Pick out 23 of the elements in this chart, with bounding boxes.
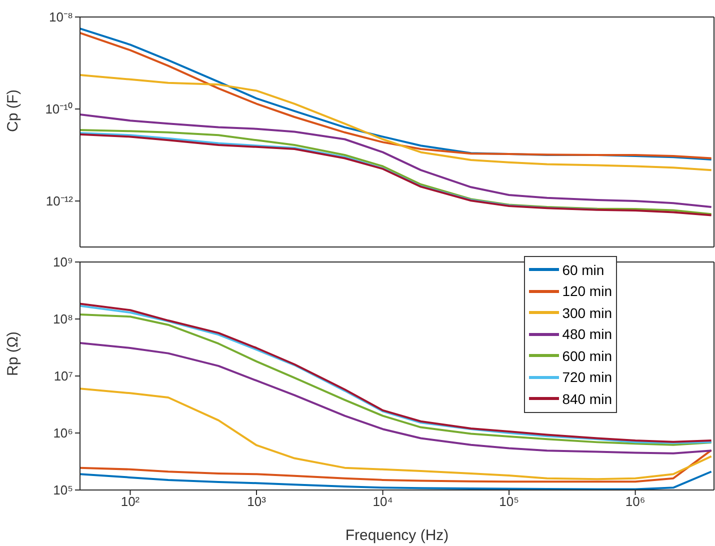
legend-label: 480 min bbox=[562, 326, 612, 342]
y-tick-label: 10⁸ bbox=[53, 312, 73, 327]
y-tick-label: 10⁷ bbox=[54, 368, 74, 384]
y-tick-label: 10⁹ bbox=[52, 254, 73, 270]
x-axis-title: Frequency (Hz) bbox=[345, 527, 449, 544]
legend-label: 720 min bbox=[562, 369, 612, 386]
y-axis-title: Cp (F) bbox=[4, 90, 22, 132]
x-tick-label: 10³ bbox=[247, 494, 267, 510]
legend-label: 840 min bbox=[562, 390, 612, 407]
y-tick-label: 10⁻⁸ bbox=[49, 10, 73, 25]
y-tick-label: 10⁶ bbox=[53, 426, 73, 441]
legend-label: 120 min bbox=[562, 283, 612, 300]
x-tick-label: 10⁶ bbox=[625, 494, 646, 510]
legend-label: 300 min bbox=[562, 304, 612, 321]
y-tick-label: 10⁻¹⁰ bbox=[45, 102, 73, 117]
y-tick-label: 10⁻¹² bbox=[46, 194, 74, 209]
x-tick-label: 10² bbox=[120, 494, 140, 510]
x-tick-label: 10⁴ bbox=[372, 494, 393, 510]
y-tick-label: 10⁵ bbox=[53, 482, 73, 498]
y-axis-title: Rp (Ω) bbox=[4, 331, 22, 376]
legend-label: 60 min bbox=[562, 262, 604, 278]
x-tick-label: 10⁵ bbox=[499, 494, 519, 510]
legend-label: 600 min bbox=[562, 348, 612, 364]
